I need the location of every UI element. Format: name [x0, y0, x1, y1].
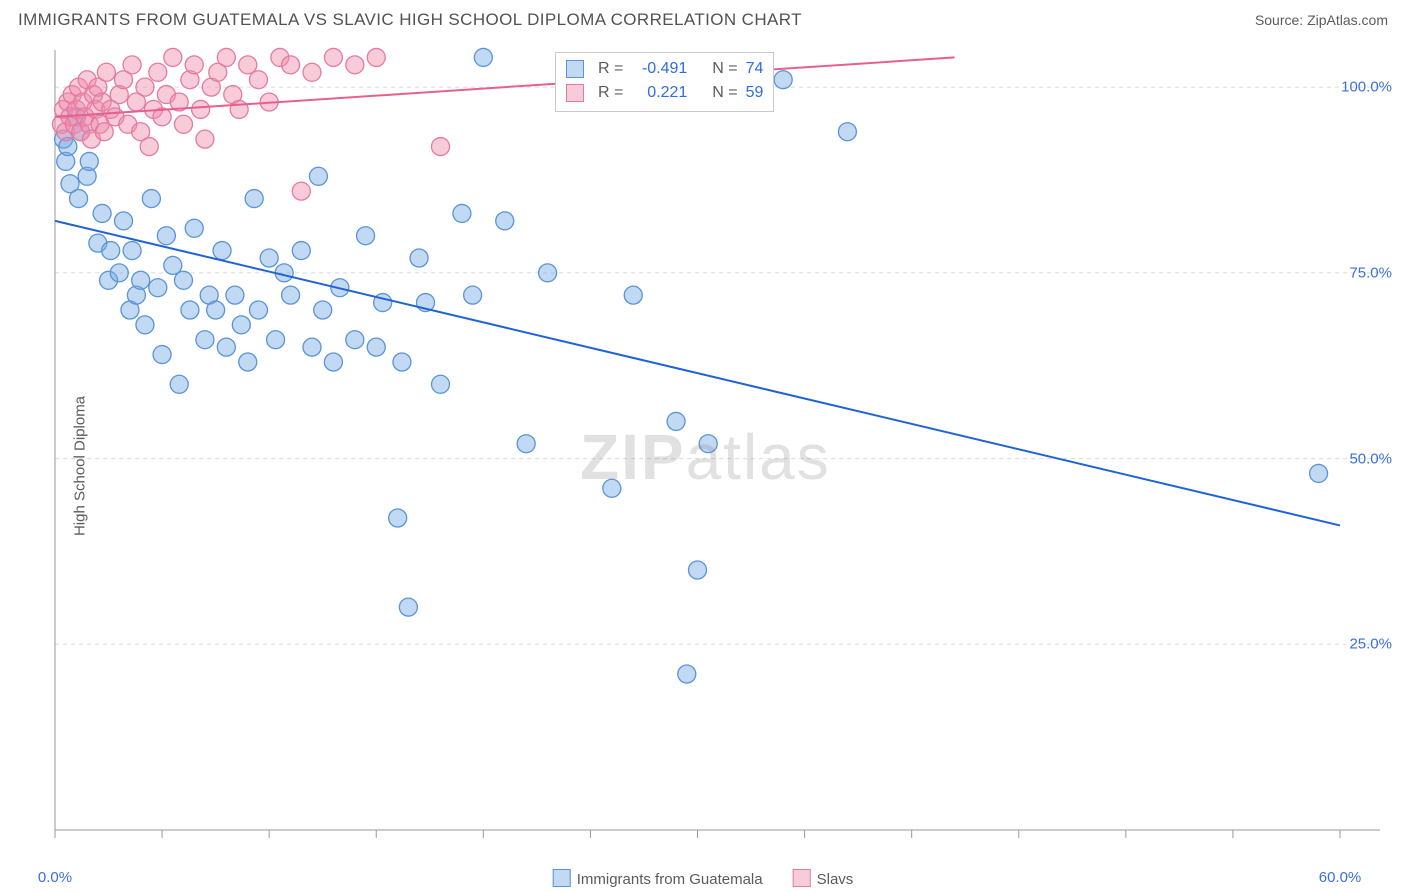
source-label: Source: — [1255, 12, 1307, 28]
stat-row-guatemala: R = -0.491 N = 74 — [566, 57, 763, 81]
chart-header: IMMIGRANTS FROM GUATEMALA VS SLAVIC HIGH… — [0, 0, 1406, 36]
chart-source: Source: ZipAtlas.com — [1255, 12, 1388, 28]
scatter-chart-svg — [0, 40, 1406, 892]
x-tick-label: 0.0% — [38, 869, 72, 886]
legend-item-guatemala: Immigrants from Guatemala — [553, 869, 763, 888]
y-tick-label: 75.0% — [1349, 264, 1392, 281]
source-value: ZipAtlas.com — [1307, 12, 1388, 28]
chart-title: IMMIGRANTS FROM GUATEMALA VS SLAVIC HIGH… — [18, 10, 802, 30]
correlation-stats-box: R = -0.491 N = 74R = 0.221 N = 59 — [555, 52, 774, 112]
bottom-legend: Immigrants from Guatemala Slavs — [553, 869, 854, 888]
x-tick-label: 60.0% — [1319, 869, 1362, 886]
legend-item-slavs: Slavs — [793, 869, 854, 888]
chart-area: High School Diploma R = -0.491 N = 74R =… — [0, 40, 1406, 892]
y-tick-label: 50.0% — [1349, 450, 1392, 467]
y-tick-label: 25.0% — [1349, 636, 1392, 653]
y-tick-label: 100.0% — [1341, 79, 1392, 96]
stat-row-slavs: R = 0.221 N = 59 — [566, 81, 763, 105]
